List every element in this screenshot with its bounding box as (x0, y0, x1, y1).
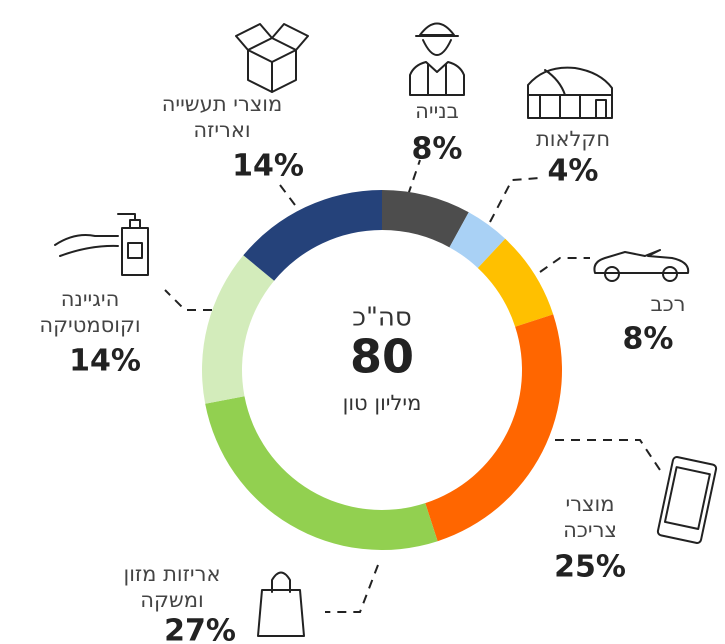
category-label: צריכה (563, 518, 617, 542)
box-icon (235, 23, 309, 93)
category-label: מוצרי תעשייה (162, 92, 283, 116)
phone-icon (656, 456, 718, 544)
category-label: ומשקה (140, 588, 203, 612)
center-top: סה"כ (352, 303, 412, 333)
value-label: 14% (232, 149, 304, 184)
leader (164, 289, 212, 311)
value-label: 4% (548, 154, 599, 189)
category-label: ואריזה (193, 118, 250, 142)
donut (202, 190, 563, 550)
bag-icon (257, 571, 305, 637)
greenhouse-icon (527, 66, 613, 119)
leader (539, 257, 590, 273)
car-icon (593, 249, 690, 282)
category-label: וקוסמטיקה (39, 313, 140, 337)
leader-lines (164, 159, 661, 613)
value-label: 25% (554, 550, 626, 585)
category-label: מוצרי (566, 492, 615, 516)
segment (477, 238, 554, 327)
icons (54, 22, 718, 637)
segment (243, 190, 382, 281)
leader (325, 564, 379, 613)
value-label: 14% (69, 344, 141, 379)
leader (279, 184, 296, 206)
category-label: בנייה (415, 99, 459, 123)
worker-icon (409, 22, 465, 96)
segment (202, 255, 275, 404)
leader (407, 159, 421, 196)
leader (555, 439, 661, 471)
segment (449, 212, 506, 268)
center-value: 80 (350, 330, 414, 384)
value-label: 27% (164, 614, 236, 644)
segment (205, 396, 438, 550)
segment (382, 190, 469, 248)
leader (489, 177, 541, 223)
segment (425, 314, 563, 542)
value-label: 8% (412, 132, 463, 167)
category-label: רכב (650, 292, 685, 316)
category-label: חקלאות (536, 127, 610, 151)
category-label: אריזות מזון (123, 562, 220, 586)
category-label: היגיינה (61, 287, 120, 311)
center-bottom: מיליון טון (343, 391, 422, 415)
hand-icon (54, 213, 149, 276)
value-label: 8% (623, 322, 674, 357)
